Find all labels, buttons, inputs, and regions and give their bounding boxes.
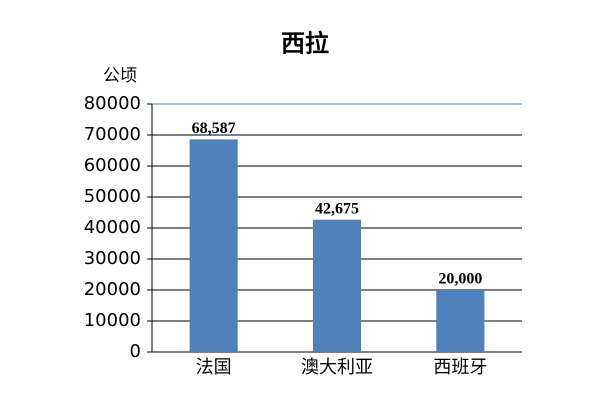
value-label: 42,675 [315,200,359,217]
x-tick-label: 法国 [196,357,232,378]
y-tick-label: 60000 [84,155,141,176]
y-tick-label: 50000 [84,186,141,207]
bar [436,290,485,352]
y-tick-label: 30000 [84,248,141,269]
y-tick-label: 0 [130,341,141,362]
bar [189,139,238,352]
x-tick-label: 西班牙 [433,357,487,378]
chart-title: 西拉 [281,29,329,58]
bar [312,219,362,352]
y-axis-label: 公顷 [103,66,137,86]
y-tick-label: 10000 [84,310,141,331]
value-label: 20,000 [438,271,482,288]
x-tick-label: 澳大利亚 [301,357,373,378]
value-label: 68,587 [192,120,236,137]
y-tick-label: 80000 [84,93,141,114]
y-tick-label: 70000 [84,124,141,145]
y-tick-label: 20000 [84,279,141,300]
y-tick-label: 40000 [84,217,141,238]
